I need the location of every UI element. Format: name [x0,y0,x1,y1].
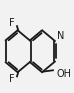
Text: N: N [57,31,64,41]
Text: OH: OH [56,69,71,79]
Text: F: F [9,74,14,84]
Text: F: F [9,18,14,28]
